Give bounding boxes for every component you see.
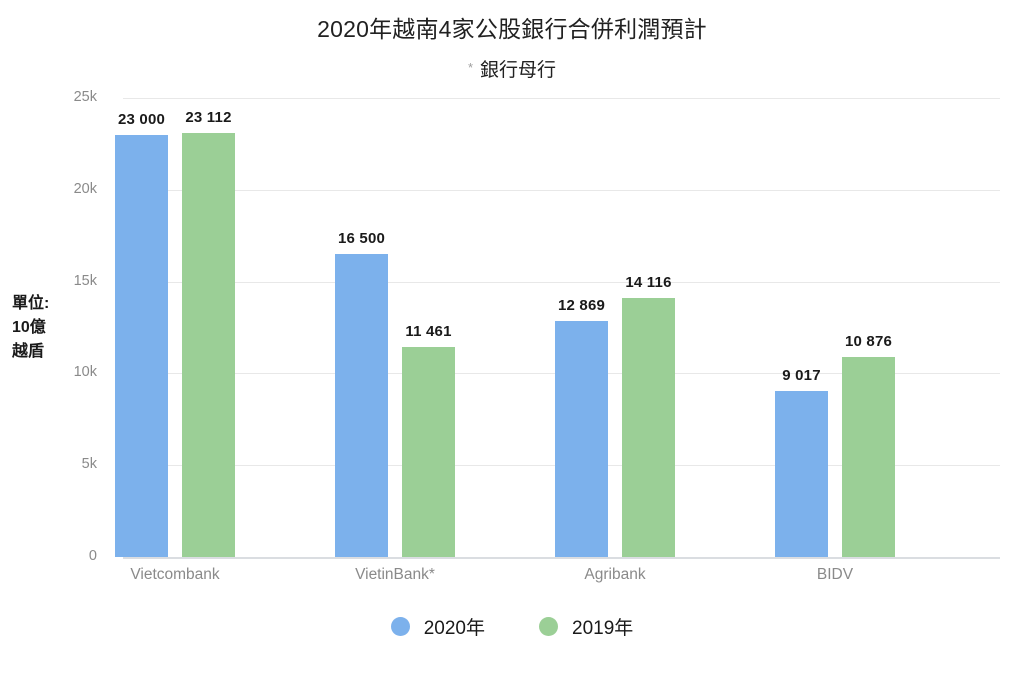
y-axis-tick-label: 25k [73,89,97,105]
legend-item[interactable]: 2020年 [390,613,485,640]
bar[interactable] [622,297,675,557]
bar[interactable] [555,320,608,557]
bar[interactable] [115,134,168,557]
x-axis-tick-label: Agribank [584,566,646,583]
legend-label: 2019年 [572,618,634,639]
bar[interactable] [775,391,828,557]
legend-label: 2020年 [423,618,485,639]
y-axis-title-line: 10億 [12,319,46,336]
y-axis-tick-labels: 0 5k 10k 15k 20k 25k [0,89,113,564]
axis-baseline [123,557,1000,559]
x-axis-tick-label: VietinBank* [355,566,435,583]
chart-subtitle-text: 銀行母行 [480,60,557,81]
x-axis-tick-label: Vietcombank [130,566,220,583]
bar-value-label: 23 112 [185,108,232,126]
footnote-asterisk: * [467,60,474,75]
chart-subtitle: * 銀行母行 [0,55,1024,84]
x-axis-tick-label: BIDV [816,566,854,583]
chart-legend: 2020年 2019年 [0,613,1024,640]
bar[interactable] [335,254,388,557]
bar-value-label: 10 876 [844,333,893,351]
legend-swatch-circle-icon [390,617,410,636]
bar[interactable] [182,132,235,557]
gridline [123,98,1000,99]
bar[interactable] [402,346,455,557]
legend-item[interactable]: 2019年 [539,613,633,640]
x-axis-tick-labels: Vietcombank VietinBank* Agribank BIDV [123,566,1000,592]
gridline [123,189,1000,191]
bar-value-label: 14 116 [625,273,672,291]
y-axis-tick-label: 20k [73,180,97,197]
bar-value-label: 23 000 [117,110,166,128]
legend-swatch-circle-icon [539,617,558,636]
bar-value-label: 16 500 [337,230,386,248]
y-axis-title: 單位: 10億越盾 [12,292,108,364]
y-axis-tick-label: 0 [88,548,97,564]
y-axis-title-line: 單位: [12,295,50,312]
chart-title: 2020年越南4家公股銀行合併利潤預計 [317,16,707,42]
plot-area: 23 000 23 112 16 500 11 461 12 869 14 116 9 01… [115,98,1000,559]
gridline [123,281,1000,283]
y-axis-tick-label: 15k [73,272,97,289]
y-axis-tick-label: 5k [81,456,97,473]
y-axis-tick-label: 10k [73,364,97,381]
bar[interactable] [842,357,895,557]
bar-value-label: 9 017 [782,367,821,385]
bar-value-label: 12 869 [557,296,606,314]
bar-value-label: 11 461 [405,322,452,340]
y-axis-title-line: 越盾 [12,343,45,360]
